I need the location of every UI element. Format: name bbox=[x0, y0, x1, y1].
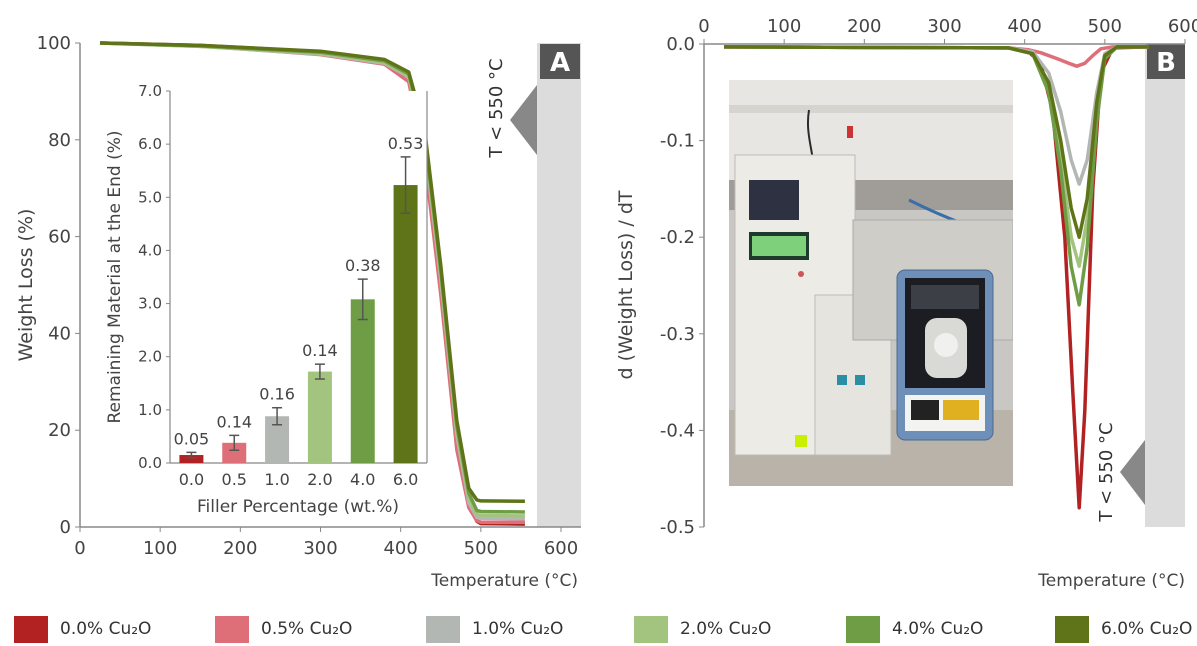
panel-a: A T < 550 °C 0 100 200 300 400 500 600 0 20 40 60 8… bbox=[15, 33, 581, 591]
panel-b-x-tick-label-2: 200 bbox=[847, 16, 881, 37]
panel-a-y-tick-label-4: 80 bbox=[48, 130, 71, 151]
legend-label-3: 2.0% Cu₂O bbox=[680, 619, 772, 639]
panel-b-label-box bbox=[1147, 44, 1185, 79]
panel-b-arrow-icon bbox=[1120, 440, 1145, 505]
panel-a-x-label: Temperature (°C) bbox=[430, 571, 578, 591]
legend-swatch-0 bbox=[14, 615, 48, 643]
inset-background bbox=[170, 91, 427, 463]
inset-x-tick-label-0: 0.0 bbox=[179, 470, 204, 489]
inset-y-tick-label-7: 7.0 bbox=[138, 82, 162, 100]
legend-swatch-4 bbox=[846, 615, 880, 643]
panel-b-y-label: d (Weight Loss) / dT bbox=[615, 190, 637, 379]
panel-a-label: A bbox=[550, 48, 570, 78]
panel-a-x-tick-label-3: 300 bbox=[303, 538, 337, 559]
panel-a-y-label: Weight Loss (%) bbox=[15, 209, 37, 362]
panel-b-x-label: Temperature (°C) bbox=[1037, 571, 1185, 591]
legend-item-0: 0.0% Cu₂O bbox=[14, 612, 151, 646]
panel-a-series-line-5 bbox=[99, 41, 525, 504]
inset-data-label-4: 0.38 bbox=[345, 256, 381, 275]
inset-data-label-1: 0.14 bbox=[216, 412, 252, 431]
inset-y-label: Remaining Material at the End (%) bbox=[105, 130, 125, 423]
legend-swatch-5 bbox=[1055, 615, 1089, 643]
legend-swatch-2 bbox=[426, 615, 460, 643]
panel-a-x-tick-label-1: 100 bbox=[143, 538, 177, 559]
legend: 0.0% Cu₂O 0.5% Cu₂O 1.0% Cu₂O 2.0% Cu₂O … bbox=[0, 612, 1197, 646]
inset-x-tick-label-2: 1.0 bbox=[264, 470, 289, 489]
panel-b-y-tick-label-0: 0.0 bbox=[666, 34, 695, 55]
panel-b-label: B bbox=[1156, 48, 1176, 78]
panel-a-arrow-icon bbox=[510, 85, 537, 155]
panel-b-x-tick-label-1: 100 bbox=[767, 16, 801, 37]
panel-a-x-tick-label-2: 200 bbox=[223, 538, 257, 559]
legend-swatch-3 bbox=[634, 615, 668, 643]
legend-label-1: 0.5% Cu₂O bbox=[261, 619, 353, 639]
panel-a-x-tick-label-4: 400 bbox=[383, 538, 417, 559]
inset-data-label-0: 0.05 bbox=[174, 429, 210, 448]
inset-data-label-3: 0.14 bbox=[302, 341, 338, 360]
inset-bar-1 bbox=[222, 442, 247, 463]
inset-x-tick-label-4: 4.0 bbox=[350, 470, 375, 489]
legend-label-2: 1.0% Cu₂O bbox=[472, 619, 564, 639]
panel-b-annotation: T < 550 °C bbox=[1096, 422, 1117, 522]
inset-bar-5 bbox=[393, 185, 418, 463]
panel-b-y-tick-label-2: -0.2 bbox=[660, 227, 695, 248]
panel-a-y-tick-label-2: 40 bbox=[48, 323, 71, 344]
inset-x-label: Filler Percentage (wt.%) bbox=[197, 497, 399, 517]
legend-item-4: 4.0% Cu₂O bbox=[846, 612, 983, 646]
inset-x-tick-label-5: 6.0 bbox=[393, 470, 418, 489]
panel-a-x-tick-label-5: 500 bbox=[464, 538, 498, 559]
inset-y-tick-label-6: 6.0 bbox=[138, 135, 162, 153]
panel-b-y-tick-label-5: -0.5 bbox=[660, 517, 695, 538]
inset-data-label-2: 0.16 bbox=[259, 385, 295, 404]
inset-bar-chart: 0.0 1.0 2.0 3.0 4.0 5.0 6.0 7.0 0.05 0.0 0.14 0.5 0… bbox=[105, 82, 428, 517]
panel-a-y-tick-label-1: 20 bbox=[48, 420, 71, 441]
legend-label-4: 4.0% Cu₂O bbox=[892, 619, 984, 639]
panel-a-shaded-region bbox=[537, 43, 581, 527]
panel-a-annotation: T < 550 °C bbox=[486, 58, 507, 158]
panel-a-x-tick-label-0: 0 bbox=[74, 538, 85, 559]
panel-a-y-tick-label-0: 0 bbox=[60, 517, 71, 538]
inset-y-tick-label-0: 0.0 bbox=[138, 454, 162, 472]
panel-a-y-tick-label-3: 60 bbox=[48, 227, 71, 248]
legend-label-5: 6.0% Cu₂O bbox=[1101, 619, 1193, 639]
inset-y-tick-label-1: 1.0 bbox=[138, 401, 162, 419]
panel-b-x-tick-label-6: 600 bbox=[1168, 16, 1197, 37]
legend-item-5: 6.0% Cu₂O bbox=[1055, 612, 1192, 646]
inset-y-tick-label-5: 5.0 bbox=[138, 188, 162, 206]
inset-bar-0 bbox=[179, 455, 204, 463]
legend-item-2: 1.0% Cu₂O bbox=[426, 612, 563, 646]
inset-bar-3 bbox=[307, 371, 332, 463]
panel-b-series-line-1 bbox=[723, 45, 1149, 68]
panel-b-x-tick-label-4: 400 bbox=[1007, 16, 1041, 37]
inset-x-tick-label-1: 0.5 bbox=[222, 470, 247, 489]
panel-a-y-tick-label-5: 100 bbox=[37, 33, 71, 54]
panel-b-x-tick-label-0: 0 bbox=[698, 16, 709, 37]
inset-y-tick-label-3: 3.0 bbox=[138, 295, 162, 313]
inset-x-tick-label-3: 2.0 bbox=[307, 470, 332, 489]
panel-b-x-tick-label-5: 500 bbox=[1088, 16, 1122, 37]
panel-b-x-tick-label-3: 300 bbox=[927, 16, 961, 37]
legend-item-1: 0.5% Cu₂O bbox=[215, 612, 352, 646]
panel-b-series-line-5 bbox=[723, 45, 1149, 239]
legend-label-0: 0.0% Cu₂O bbox=[60, 619, 152, 639]
panel-a-x-tick-label-6: 600 bbox=[544, 538, 578, 559]
panel-b-shaded-region bbox=[1145, 44, 1185, 527]
panel-b-y-tick-label-1: -0.1 bbox=[660, 131, 695, 152]
inset-y-tick-label-4: 4.0 bbox=[138, 241, 162, 259]
panel-b-y-tick-label-4: -0.4 bbox=[660, 420, 695, 441]
inset-bar-4 bbox=[350, 299, 375, 463]
inset-y-tick-label-2: 2.0 bbox=[138, 348, 162, 366]
instrument-photo bbox=[729, 80, 1013, 486]
panel-a-label-box bbox=[540, 44, 580, 79]
inset-data-label-5: 0.53 bbox=[388, 134, 424, 153]
legend-swatch-1 bbox=[215, 615, 249, 643]
panel-b-y-tick-label-3: -0.3 bbox=[660, 324, 695, 345]
panel-b: B T < 550 °C 0 100 200 300 400 500 600 0.0 -0.1 -… bbox=[615, 16, 1197, 591]
legend-item-3: 2.0% Cu₂O bbox=[634, 612, 771, 646]
